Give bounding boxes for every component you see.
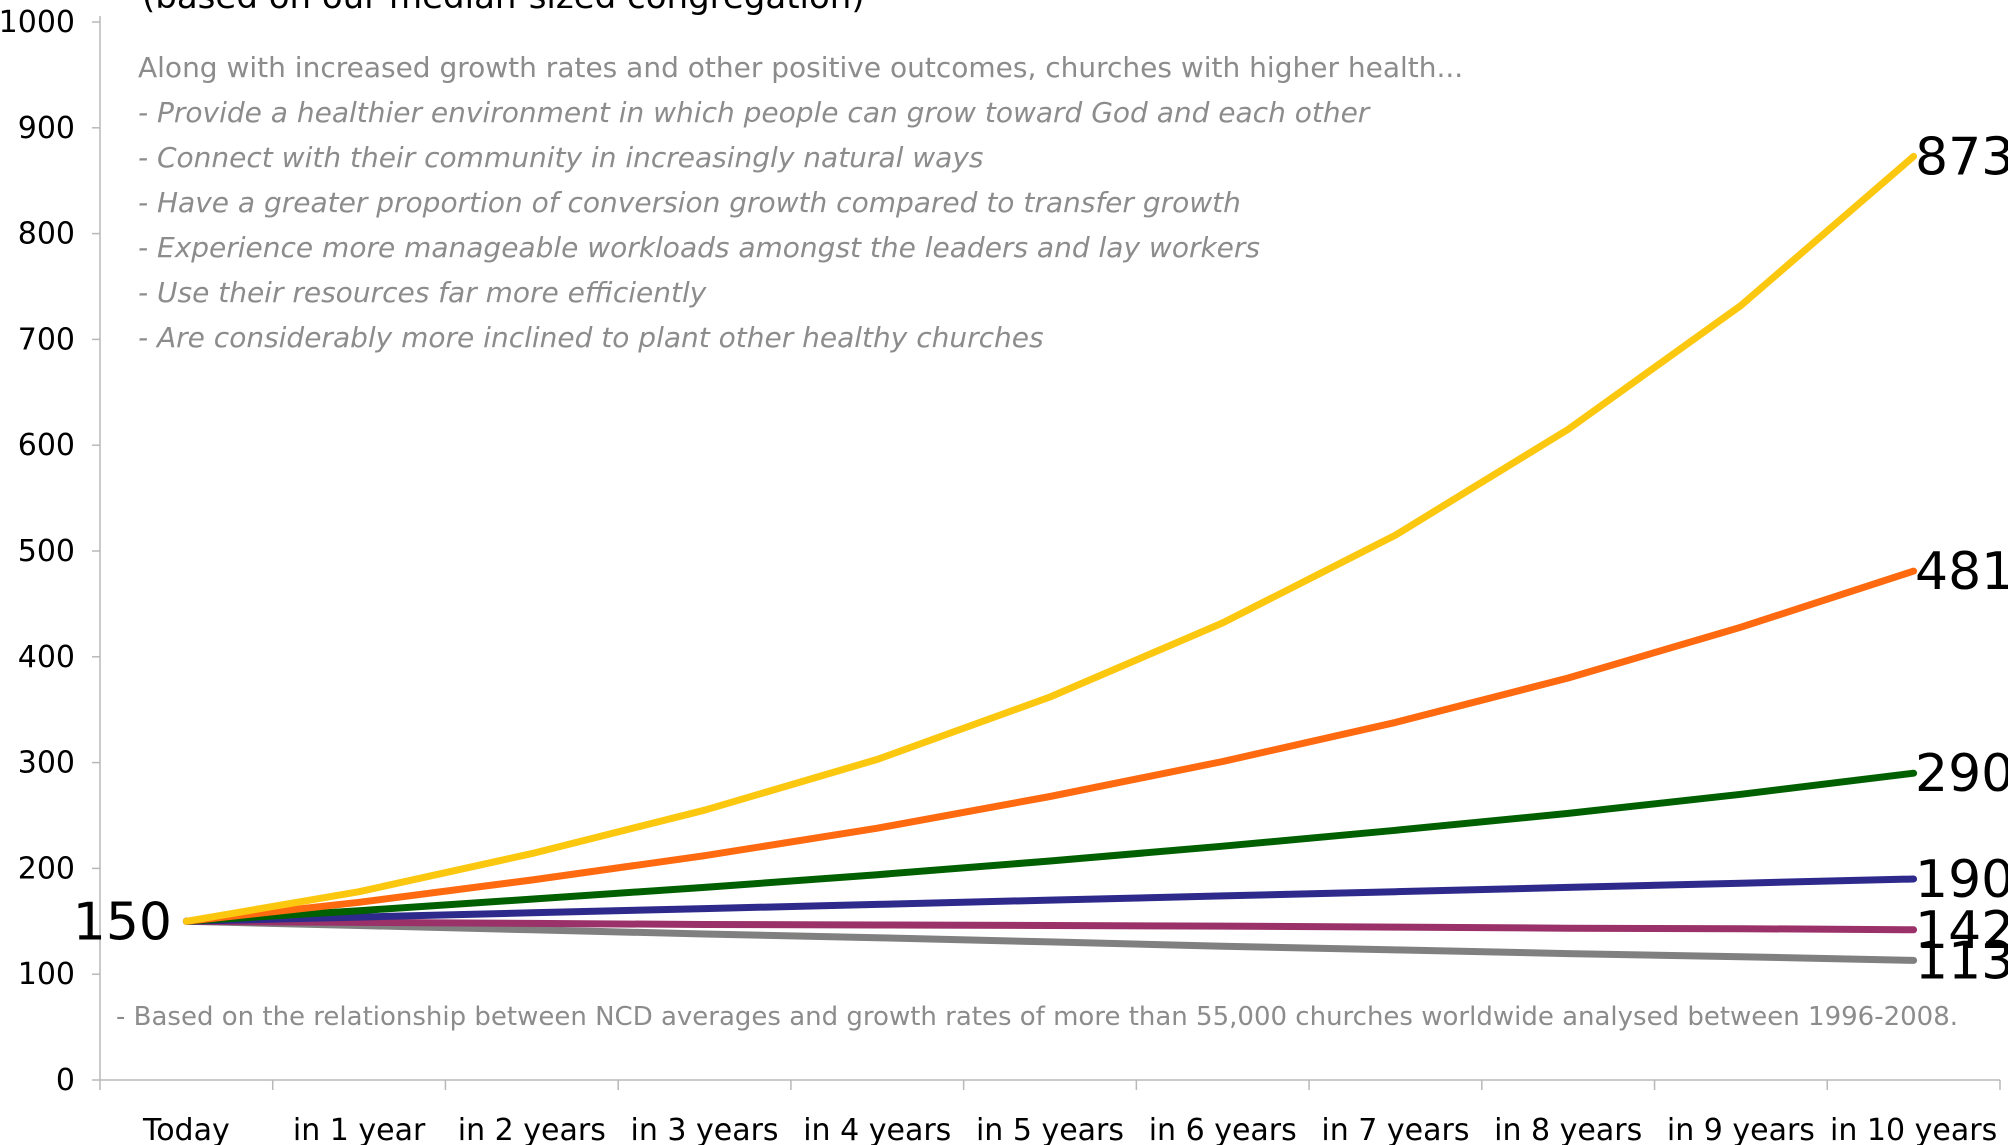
annotation-bullet: - Experience more manageable workloads a… — [138, 231, 1260, 264]
annotation-bullet: - Provide a healthier environment in whi… — [138, 96, 1371, 129]
series-line — [182, 917, 1918, 964]
y-tick-label: 100 — [18, 957, 75, 992]
series-line — [182, 769, 1918, 925]
y-tick-label: 700 — [18, 322, 75, 357]
series-end-label: 873 — [1915, 127, 2008, 187]
series-end-label: 142 — [1915, 901, 2008, 961]
footnote: - Based on the relationship between NCD … — [116, 1002, 1958, 1032]
series-line — [182, 567, 1918, 925]
x-tick-label: in 2 years — [458, 1113, 606, 1145]
y-tick-label: 600 — [18, 428, 75, 463]
x-tick-label: in 1 year — [293, 1113, 426, 1145]
series-line — [182, 875, 1918, 925]
y-tick-label: 500 — [18, 534, 75, 569]
series-end-label: 481 — [1915, 542, 2008, 602]
series-end-label: 190 — [1915, 850, 2008, 910]
x-tick-label: in 7 years — [1321, 1113, 1469, 1145]
y-tick-label: 200 — [18, 851, 75, 886]
series-line — [182, 917, 1918, 934]
annotation-bullet: - Are considerably more inclined to plan… — [138, 321, 1044, 354]
y-tick-label: 800 — [18, 217, 75, 252]
chart-subtitle: (based on our median-sized congregation) — [142, 0, 865, 17]
annotation-bullet: - Connect with their community in increa… — [138, 141, 984, 174]
series-line — [182, 152, 1918, 925]
x-tick-label: in 6 years — [1149, 1113, 1297, 1145]
annotation-intro: Along with increased growth rates and ot… — [138, 51, 1463, 84]
series-end-label: 290 — [1915, 744, 2008, 804]
axes — [99, 16, 2000, 1081]
y-tick-label: 900 — [18, 111, 75, 146]
annotation-bullet: - Use their resources far more efficient… — [138, 276, 707, 309]
x-tick-label: in 9 years — [1667, 1113, 1815, 1145]
annotation-bullet: - Have a greater proportion of conversio… — [138, 186, 1241, 219]
series-lines — [182, 152, 1918, 964]
x-tick-label: in 10 years — [1830, 1113, 1997, 1145]
y-tick-label: 1000 — [0, 5, 75, 40]
x-tick-label: in 3 years — [631, 1113, 779, 1145]
y-tick-label: 300 — [18, 746, 75, 781]
y-tick-label: 400 — [18, 640, 75, 675]
y-axis-ticks: 0 100 200 300 400 500 600 700 800 900 1000 — [0, 5, 100, 1098]
x-axis-ticks: Today in 1 year in 2 years in 3 years in 4 y… — [99, 1080, 2001, 1145]
x-tick-label: in 5 years — [976, 1113, 1124, 1145]
x-tick-label: Today — [142, 1113, 230, 1145]
series-end-label: 113 — [1915, 931, 2008, 991]
x-tick-label: in 8 years — [1494, 1113, 1642, 1145]
start-value-label: 150 — [73, 892, 172, 952]
x-tick-label: in 4 years — [803, 1113, 951, 1145]
y-tick-label: 0 — [56, 1063, 75, 1098]
